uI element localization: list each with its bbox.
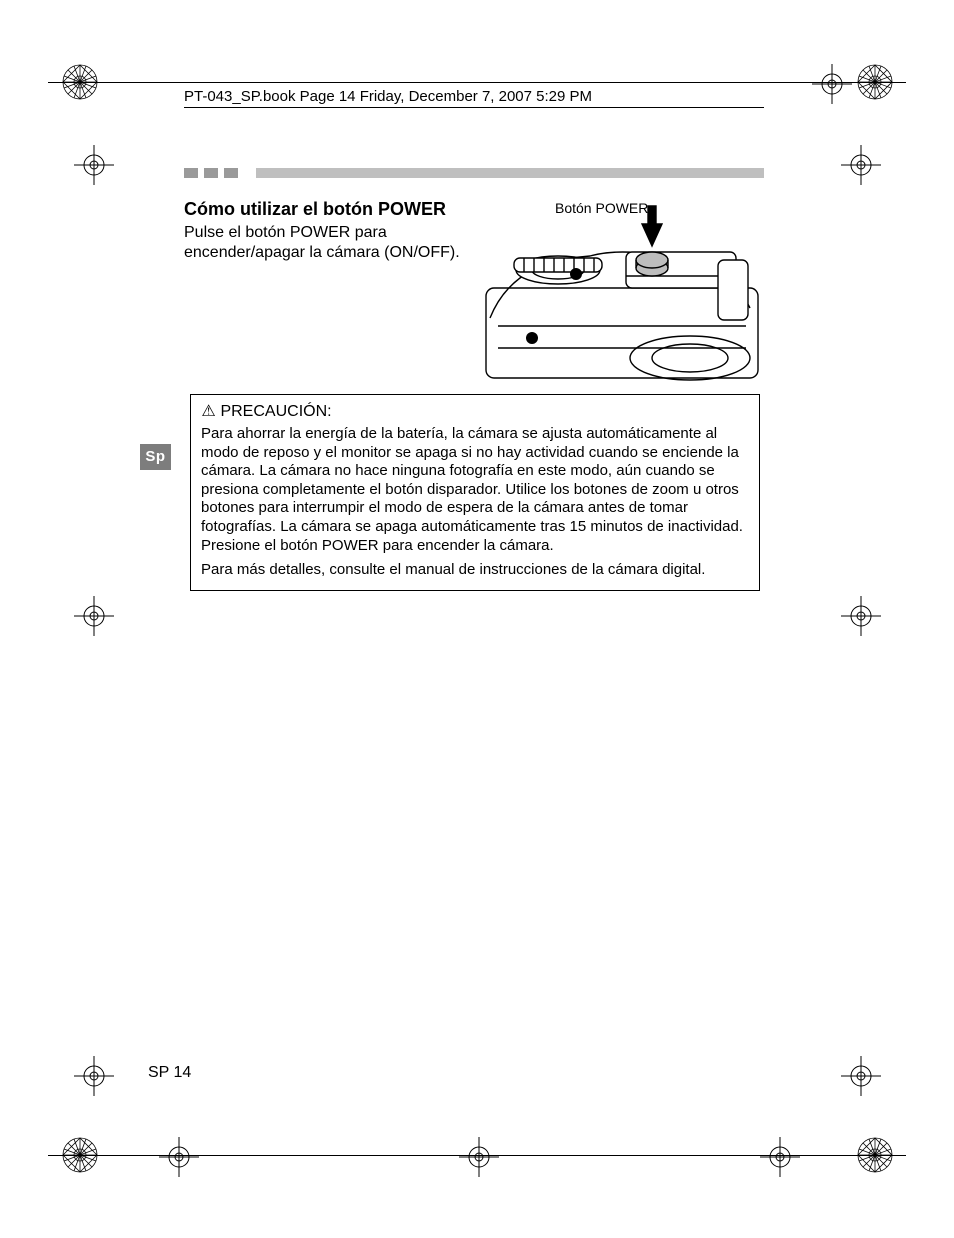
registration-crosshair-icon — [74, 596, 114, 641]
manual-page: PT-043_SP.book Page 14 Friday, December … — [0, 0, 954, 1238]
registration-crosshair-icon — [459, 1137, 499, 1182]
registration-crosshair-icon — [159, 1137, 199, 1182]
caution-body-text: Para ahorrar la energía de la batería, l… — [201, 425, 749, 555]
warning-icon: ⚠ — [201, 401, 216, 421]
registration-crosshair-icon — [812, 64, 852, 109]
section-heading: Cómo utilizar el botón POWER — [184, 199, 446, 220]
registration-corner-icon — [855, 62, 895, 102]
registration-crosshair-icon — [841, 145, 881, 190]
running-header: PT-043_SP.book Page 14 Friday, December … — [184, 88, 592, 105]
registration-crosshair-icon — [74, 145, 114, 190]
crop-guide-top — [48, 82, 906, 83]
registration-corner-icon — [60, 1135, 100, 1175]
registration-corner-icon — [60, 62, 100, 102]
section-divider — [184, 168, 764, 178]
header-rule — [184, 107, 764, 108]
section-body-text: Pulse el botón POWER para encender/apaga… — [184, 223, 464, 262]
caution-box: ⚠ PRECAUCIÓN: Para ahorrar la energía de… — [190, 394, 760, 591]
caution-note-text: Para más detalles, consulte el manual de… — [201, 561, 749, 580]
registration-crosshair-icon — [841, 596, 881, 641]
caution-heading: ⚠ PRECAUCIÓN: — [201, 401, 749, 421]
registration-crosshair-icon — [841, 1056, 881, 1101]
registration-corner-icon — [855, 1135, 895, 1175]
registration-crosshair-icon — [74, 1056, 114, 1101]
caution-heading-text: PRECAUCIÓN: — [220, 403, 331, 420]
page-number: SP 14 — [148, 1064, 191, 1082]
language-tab: Sp — [140, 444, 171, 470]
registration-crosshair-icon — [760, 1137, 800, 1182]
camera-illustration — [480, 198, 764, 384]
